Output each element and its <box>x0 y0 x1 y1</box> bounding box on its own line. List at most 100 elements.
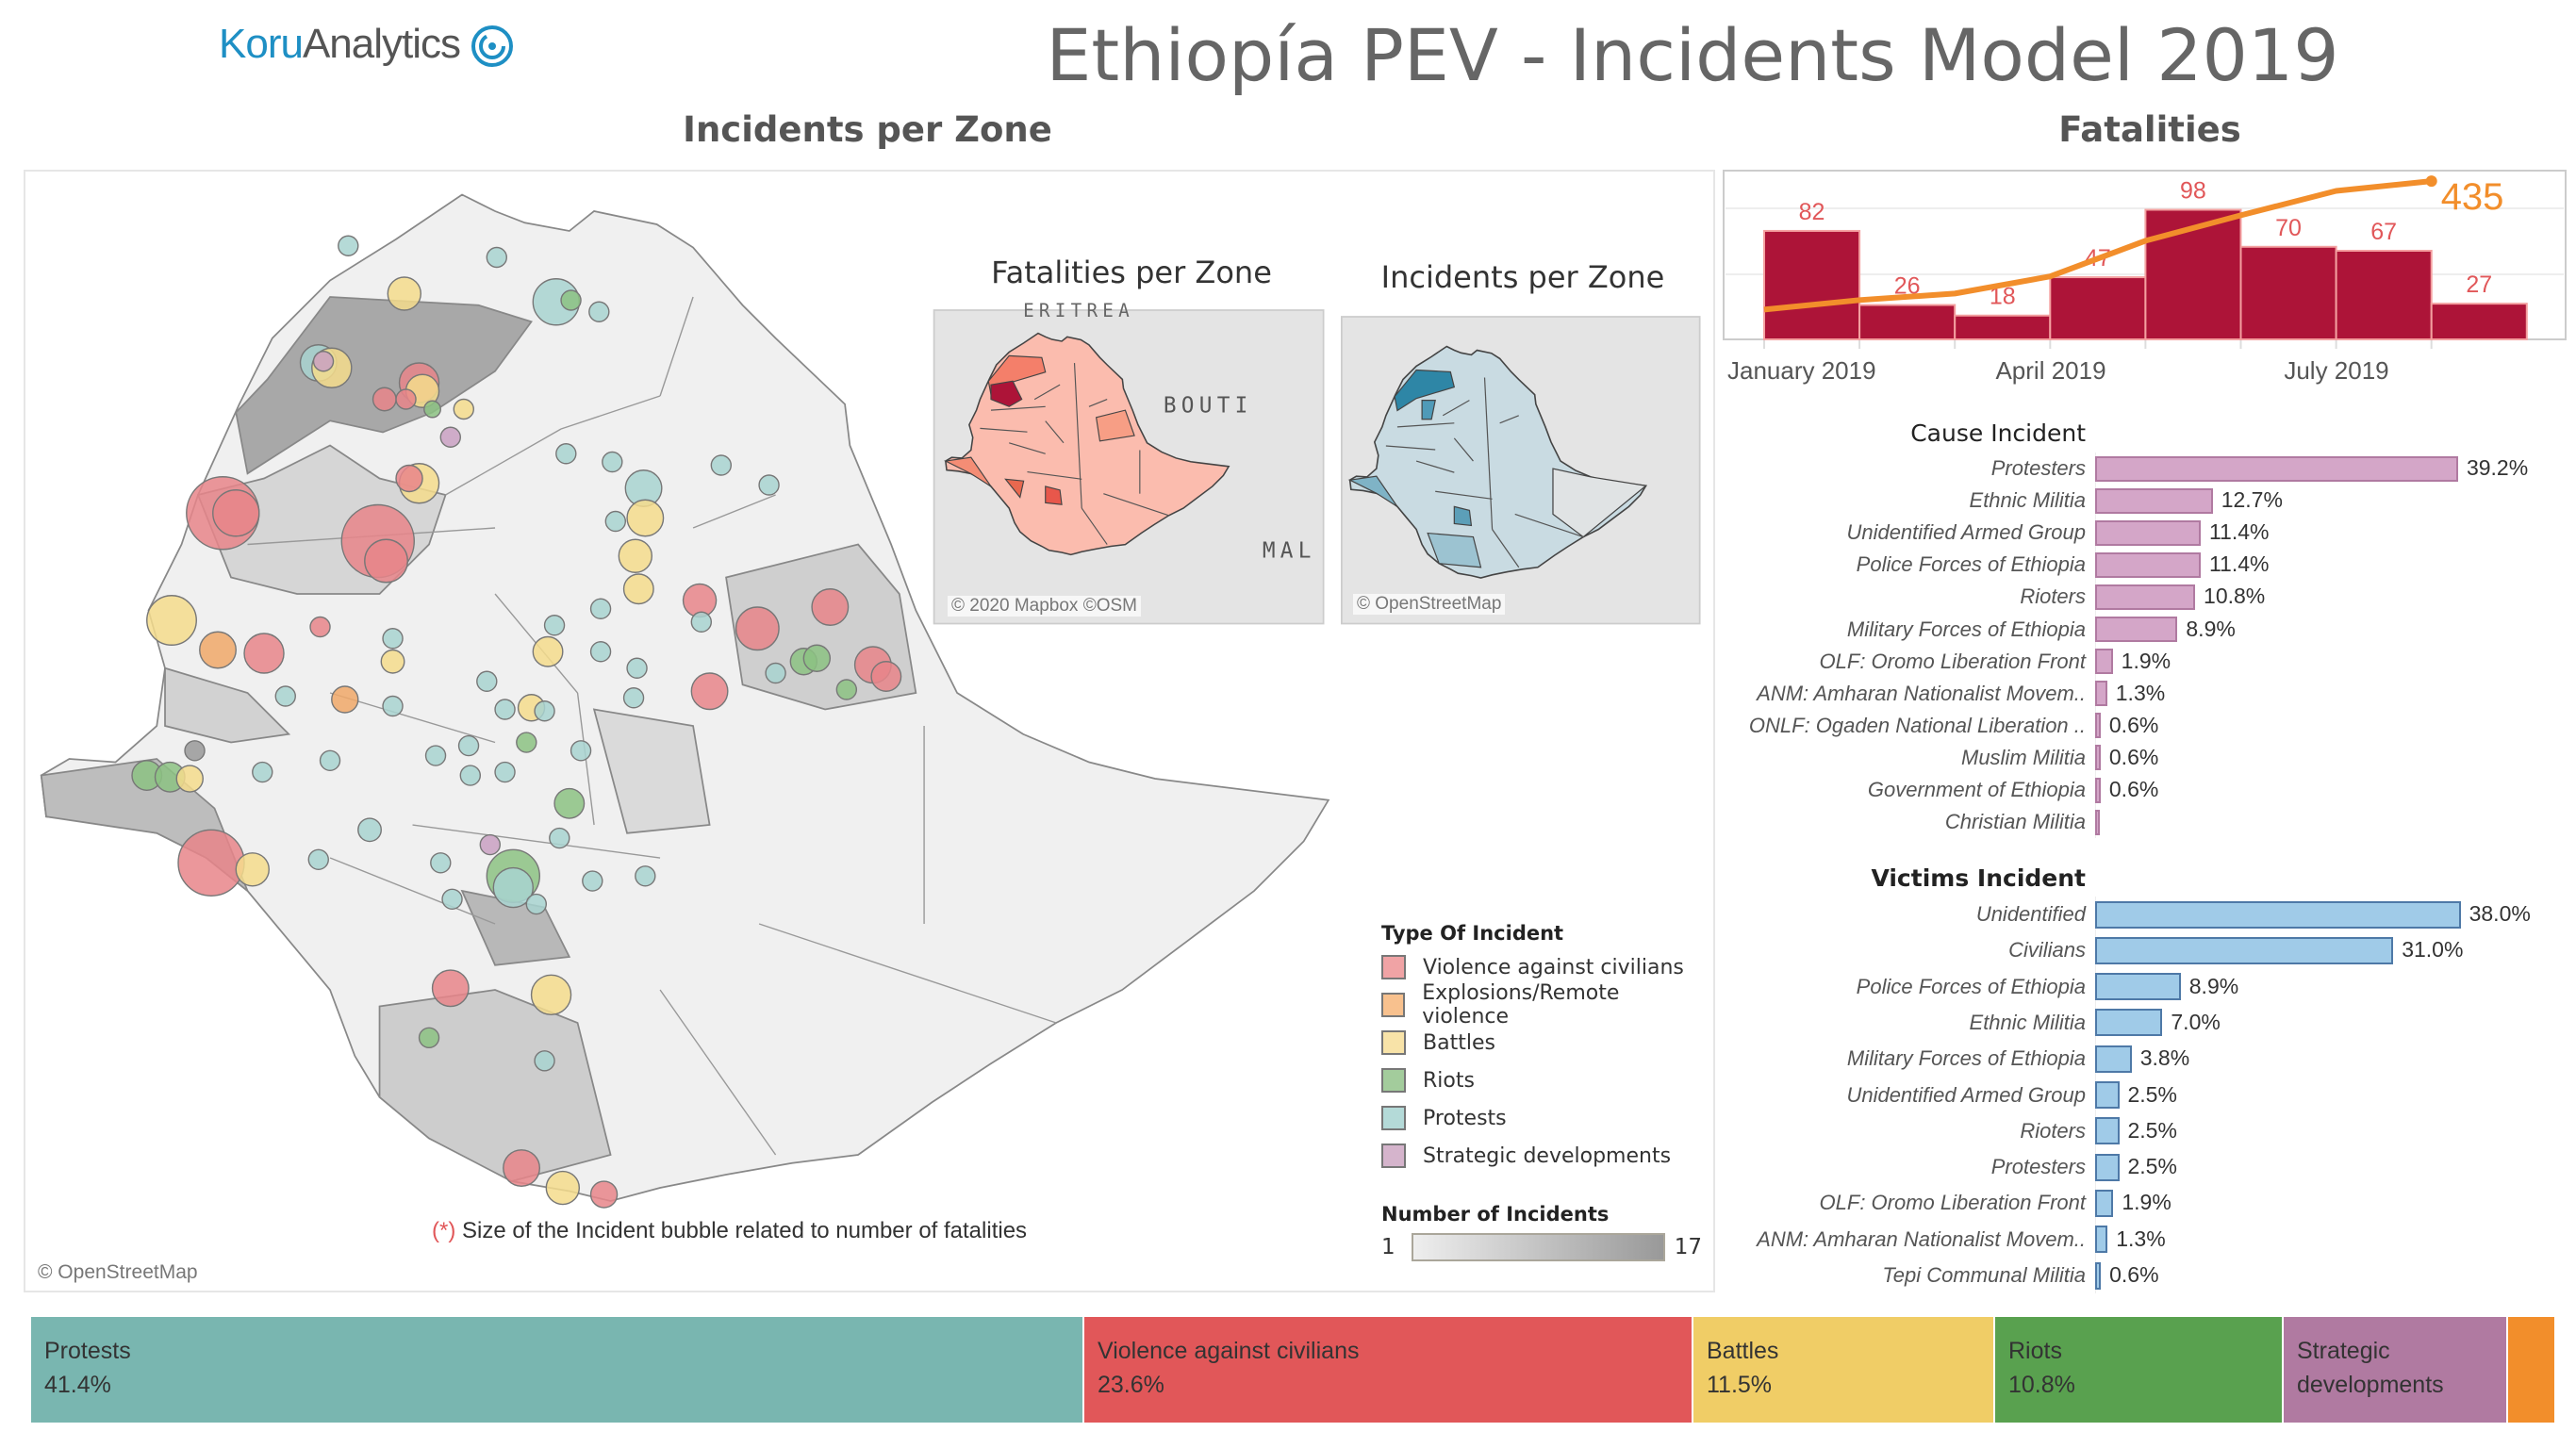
cause-bar[interactable] <box>2095 777 2101 803</box>
incident-bubble[interactable] <box>439 426 461 448</box>
incident-bubble[interactable] <box>395 464 423 493</box>
incident-bubble[interactable] <box>431 969 470 1008</box>
cause-bar[interactable] <box>2095 487 2213 514</box>
incident-bubble[interactable] <box>274 685 296 707</box>
incident-bubble[interactable] <box>758 474 780 496</box>
incident-bubble[interactable] <box>177 829 245 897</box>
incidents-map-panel[interactable] <box>24 170 1715 1292</box>
incident-bubble[interactable] <box>364 538 408 584</box>
incident-bubble[interactable] <box>516 732 537 753</box>
incident-bubble[interactable] <box>430 852 452 874</box>
incident-bubble[interactable] <box>479 833 501 856</box>
incident-bubble[interactable] <box>503 1149 541 1187</box>
incident-bubble[interactable] <box>626 657 648 679</box>
treemap-cell[interactable]: Battles 11.5% <box>1693 1317 1995 1423</box>
incident-bubble[interactable] <box>589 641 612 663</box>
incident-bubble[interactable] <box>543 615 566 636</box>
incident-bubble[interactable] <box>710 454 733 476</box>
cause-bar[interactable] <box>2095 649 2113 675</box>
victims-bar[interactable] <box>2095 1081 2120 1109</box>
incident-bubble[interactable] <box>453 398 474 420</box>
incident-bubble[interactable] <box>199 631 237 669</box>
legend-item[interactable]: Strategic developments <box>1381 1137 1702 1175</box>
cause-bar[interactable] <box>2095 681 2107 707</box>
incident-bubble[interactable] <box>312 351 335 372</box>
victims-bar[interactable] <box>2095 900 2461 929</box>
incident-bubble[interactable] <box>382 695 404 717</box>
incident-bubble[interactable] <box>602 451 623 473</box>
incident-bubble[interactable] <box>418 1027 440 1048</box>
incident-bubble[interactable] <box>525 893 548 915</box>
incident-bubble[interactable] <box>604 510 627 533</box>
incident-bubble[interactable] <box>588 301 610 322</box>
incident-bubble[interactable] <box>635 865 656 887</box>
incident-bubble[interactable] <box>387 276 421 311</box>
cause-bar[interactable] <box>2095 584 2196 610</box>
incident-bubble[interactable] <box>494 699 516 720</box>
incident-bubble[interactable] <box>338 235 359 256</box>
victims-bar[interactable] <box>2095 1189 2114 1217</box>
treemap-cell[interactable] <box>2508 1317 2556 1423</box>
incident-bubble[interactable] <box>424 745 447 766</box>
incident-bubble[interactable] <box>811 588 850 626</box>
victims-bar[interactable] <box>2095 1117 2120 1145</box>
victims-bar[interactable] <box>2095 936 2394 964</box>
cause-bar[interactable] <box>2095 455 2458 482</box>
cause-bar[interactable] <box>2095 745 2101 771</box>
incident-bubble[interactable] <box>560 289 582 311</box>
treemap-cell[interactable]: Protests 41.4% <box>31 1317 1084 1423</box>
incident-bubble[interactable] <box>441 888 463 910</box>
incident-bubble[interactable] <box>622 687 645 709</box>
incident-bubble[interactable] <box>618 538 653 573</box>
incident-bubble[interactable] <box>765 662 786 684</box>
victims-bar[interactable] <box>2095 1226 2108 1254</box>
incident-bubble[interactable] <box>690 611 713 633</box>
incident-bubble[interactable] <box>870 661 902 692</box>
legend-item[interactable]: Battles <box>1381 1024 1702 1061</box>
incident-bubble[interactable] <box>534 700 555 722</box>
incident-bubble[interactable] <box>307 848 329 870</box>
incident-bubble[interactable] <box>395 388 417 410</box>
incident-bubble[interactable] <box>457 734 480 757</box>
cause-bar[interactable] <box>2095 617 2178 642</box>
incident-bubble[interactable] <box>494 761 516 783</box>
incident-bubble[interactable] <box>146 595 197 646</box>
legend-item[interactable]: Violence against civilians <box>1381 948 1702 986</box>
incident-bubble[interactable] <box>549 827 570 849</box>
cause-bar[interactable] <box>2095 551 2201 578</box>
incident-bubble[interactable] <box>235 852 270 887</box>
victims-bar[interactable] <box>2095 1153 2120 1181</box>
victims-bar[interactable] <box>2095 1261 2102 1290</box>
incident-bubble[interactable] <box>175 765 204 793</box>
incident-bubble[interactable] <box>835 679 858 700</box>
incident-bubble[interactable] <box>582 870 603 892</box>
victims-bar[interactable] <box>2095 1045 2132 1073</box>
legend-item[interactable]: Riots <box>1381 1061 1702 1099</box>
treemap-cell[interactable]: Riots 10.8% <box>1995 1317 2284 1423</box>
incident-bubble[interactable] <box>309 616 331 638</box>
incident-bubble[interactable] <box>589 598 612 619</box>
incident-bubble[interactable] <box>690 672 729 711</box>
incident-bubble[interactable] <box>530 974 572 1015</box>
incident-bubble[interactable] <box>252 761 273 783</box>
incident-bubble[interactable] <box>423 400 441 419</box>
treemap-cell[interactable]: Strategic developments <box>2284 1317 2508 1423</box>
incident-bubble[interactable] <box>532 635 564 667</box>
incident-bubble[interactable] <box>570 740 592 762</box>
treemap-cell[interactable]: Violence against civilians 23.6% <box>1084 1317 1693 1423</box>
incident-bubble[interactable] <box>492 866 535 909</box>
incident-bubble[interactable] <box>534 1050 555 1072</box>
victims-bar[interactable] <box>2095 1009 2163 1037</box>
cause-bar[interactable] <box>2095 713 2101 739</box>
incident-bubble[interactable] <box>357 817 382 843</box>
incident-bubble[interactable] <box>802 644 832 672</box>
incident-bubble[interactable] <box>626 499 665 537</box>
incident-bubble[interactable] <box>184 740 206 762</box>
incident-bubble[interactable] <box>486 246 507 269</box>
incident-bubble[interactable] <box>553 787 586 819</box>
incident-bubble[interactable] <box>382 628 404 650</box>
incident-bubble[interactable] <box>319 749 341 771</box>
incident-bubble[interactable] <box>212 489 260 537</box>
